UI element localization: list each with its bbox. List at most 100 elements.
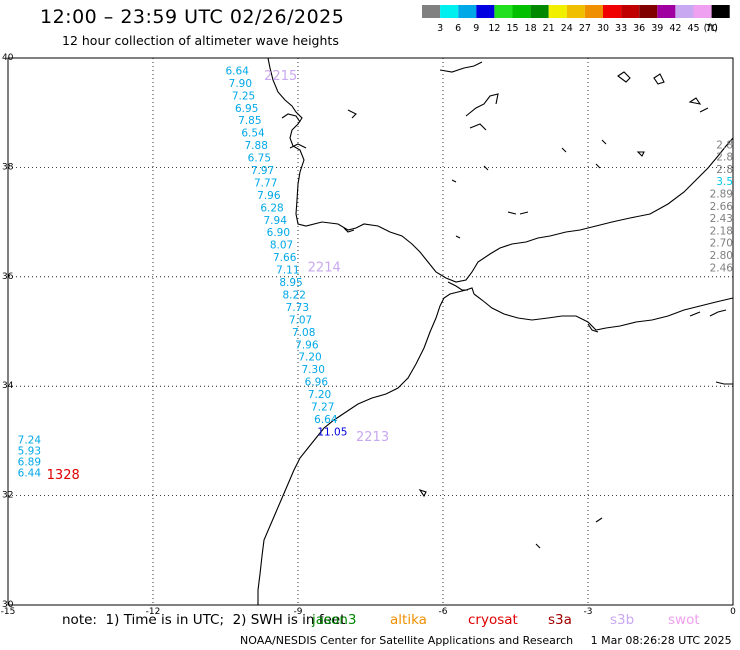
swh-value: 7.96: [295, 339, 319, 351]
legend-swatch: [566, 5, 585, 18]
swh-value: 6.28: [260, 202, 283, 214]
swh-value: 7.30: [302, 364, 325, 376]
swh-value: 8.07: [270, 240, 293, 252]
lat-tick-label: 32: [2, 491, 13, 501]
legend-label: 6: [455, 23, 461, 34]
note-text: note: 1) Time is in UTC; 2) SWH is in fe…: [62, 612, 346, 628]
legend-label: 15: [506, 23, 518, 34]
satellite-cryosat: cryosat: [468, 612, 518, 628]
legend-label: 45: [687, 23, 699, 34]
legend-label: 18: [525, 23, 537, 34]
legend-label: 30: [597, 23, 609, 34]
swh-value: 7.85: [238, 115, 261, 127]
swh-value: 2.66: [710, 201, 734, 213]
pass-number: 1328: [47, 468, 80, 483]
color-legend: 3 6 9 12 15 18 21 24 27 30 33 36 39 42 45 70(ft): [422, 5, 730, 34]
lat-tick-label: 40: [2, 53, 14, 63]
legend-swatch: [440, 5, 459, 18]
legend-swatch: [476, 5, 495, 18]
swh-value: 7.94: [264, 215, 288, 227]
satellite-swot: swot: [668, 612, 700, 628]
satellite-jason3: jason3: [312, 612, 357, 628]
graticule: [8, 58, 733, 605]
page-title: 12:00 – 23:59 UTC 02/26/2025: [40, 6, 345, 28]
swh-value: 6.95: [235, 103, 258, 115]
legend-label: 9: [473, 23, 479, 34]
swh-value: 6.64: [226, 65, 250, 77]
swh-value: 3.5: [716, 176, 733, 188]
swh-value: 7.25: [232, 90, 255, 102]
legend-swatch: [458, 5, 477, 18]
legend-swatch: [639, 5, 658, 18]
coastline: [257, 57, 734, 605]
swh-value: 7.90: [229, 78, 252, 90]
legend-unit: (ft): [704, 23, 718, 34]
swh-value: 2.18: [710, 225, 733, 237]
swh-value: 2.8: [716, 139, 733, 151]
lon-tick-label: 0: [730, 607, 736, 617]
swh-value: 2.46: [710, 262, 734, 274]
swh-value: 7.20: [308, 389, 331, 401]
legend-swatch: [657, 5, 676, 18]
pass-number: 2215: [264, 69, 297, 84]
lon-tick-label: -3: [584, 607, 593, 617]
altimeter-tracks: 6.647.907.256.957.856.547.886.757.977.77…: [18, 65, 734, 483]
legend-label: 42: [669, 23, 681, 34]
legend-label: 27: [579, 23, 591, 34]
legend-label: 70: [706, 23, 718, 34]
legend-swatch: [603, 5, 622, 18]
legend-label: 33: [615, 23, 627, 34]
swh-value: 6.89: [18, 457, 41, 469]
swh-value: 7.96: [257, 190, 281, 202]
legend-swatch: [512, 5, 531, 18]
swh-value: 7.11: [276, 265, 299, 277]
swh-value: 7.97: [251, 165, 274, 177]
swh-value: 11.05: [317, 426, 347, 438]
legend-label: 21: [543, 23, 555, 34]
lon-tick-label: -9: [294, 607, 303, 617]
map-frame: [7, 57, 734, 606]
pass-number: 2213: [356, 430, 389, 445]
page-subtitle: 12 hour collection of altimeter wave hei…: [62, 33, 339, 48]
lon-tick-label: -6: [439, 607, 448, 617]
satellite-s3a: s3a: [548, 612, 572, 628]
swh-value: 7.88: [245, 140, 268, 152]
legend-swatch: [530, 5, 549, 18]
swh-value: 8.95: [279, 277, 302, 289]
swh-value: 7.20: [298, 352, 321, 364]
axis-labels: -15 -12 -9 -6 -3 0 30 32 34 36 38 40: [1, 53, 736, 617]
swh-value: 5.93: [18, 446, 41, 458]
swh-value: 2.89: [710, 188, 733, 200]
swh-value: 7.08: [292, 327, 315, 339]
pass-number: 2214: [308, 260, 341, 275]
legend-swatch: [711, 5, 730, 18]
swh-value: 7.66: [273, 252, 297, 264]
swh-value: 6.96: [305, 377, 329, 389]
swh-value: 6.54: [241, 128, 265, 140]
lon-tick-label: -12: [146, 607, 161, 617]
lat-tick-label: 36: [2, 272, 14, 282]
swh-value: 7.27: [311, 402, 334, 414]
satellite-s3b: s3b: [610, 612, 635, 628]
swh-value: 6.75: [248, 153, 271, 165]
swh-value: 2.70: [710, 238, 733, 250]
footer-credit: NOAA/NESDIS Center for Satellite Applica…: [240, 634, 732, 647]
swh-value: 2.80: [710, 250, 733, 262]
swh-value: 7.73: [286, 302, 309, 314]
satellite-altika: altika: [390, 612, 427, 628]
legend-swatch: [621, 5, 640, 18]
swh-value: 6.44: [18, 467, 42, 479]
swh-value: 8.22: [283, 289, 306, 301]
lat-tick-label: 30: [2, 600, 14, 610]
swh-value: 6.64: [314, 414, 338, 426]
legend-label: 36: [633, 23, 645, 34]
legend-label: 24: [561, 23, 573, 34]
legend-swatch: [675, 5, 694, 18]
legend-label: 3: [437, 23, 443, 34]
legend-swatch: [548, 5, 567, 18]
legend-swatch: [693, 5, 712, 18]
legend-swatch: [584, 5, 603, 18]
swh-value: 2.8: [716, 164, 733, 176]
legend-swatch: [422, 5, 441, 18]
